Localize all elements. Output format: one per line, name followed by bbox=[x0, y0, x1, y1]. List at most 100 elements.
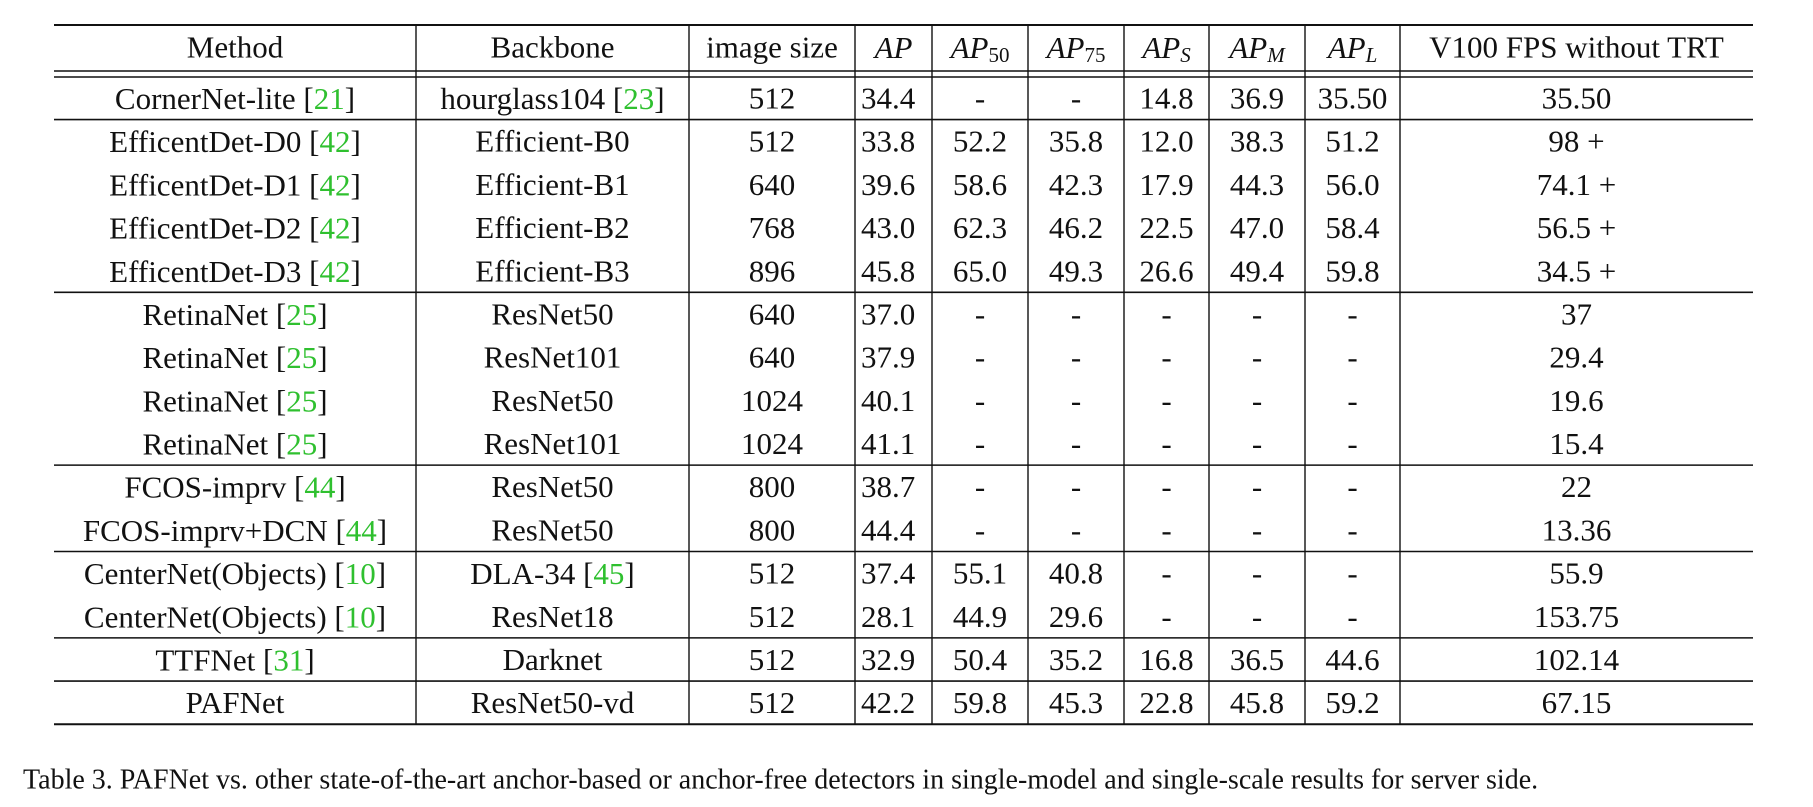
table-cell: - bbox=[1347, 599, 1357, 634]
citation[interactable]: 42 bbox=[319, 210, 350, 245]
table-cell: 512 bbox=[749, 599, 796, 634]
citation[interactable]: 42 bbox=[319, 124, 350, 159]
table-cell: CenterNet(Objects) [10] bbox=[84, 599, 386, 634]
cell-text: ] bbox=[345, 81, 355, 116]
table-cell: 34.5 + bbox=[1537, 253, 1616, 288]
table-cell: 47.0 bbox=[1230, 210, 1284, 245]
table-cell: 37 bbox=[1561, 296, 1592, 331]
table-cell: TTFNet [31] bbox=[155, 642, 314, 677]
column-header: Method bbox=[187, 30, 284, 65]
cell-text: FCOS-imprv [ bbox=[124, 469, 304, 504]
table-cell: 44.4 bbox=[861, 512, 916, 547]
header-symbol: AP bbox=[873, 30, 913, 65]
table-cell: 55.1 bbox=[953, 556, 1007, 591]
table-cell: - bbox=[975, 340, 985, 375]
table-cell: Efficient-B0 bbox=[475, 124, 629, 159]
table-cell: 58.6 bbox=[953, 167, 1007, 202]
table-cell: - bbox=[1347, 296, 1357, 331]
header-symbol: AP bbox=[949, 30, 989, 65]
table-cell: 59.8 bbox=[1325, 253, 1379, 288]
citation[interactable]: 44 bbox=[346, 512, 378, 547]
citation[interactable]: 42 bbox=[319, 253, 350, 288]
table-cell: - bbox=[1161, 556, 1171, 591]
table-cell: 39.6 bbox=[861, 167, 915, 202]
table-cell: 29.6 bbox=[1049, 599, 1103, 634]
cell-text: ] bbox=[624, 556, 634, 591]
table-cell: 44.9 bbox=[953, 599, 1007, 634]
cell-text: CenterNet(Objects) [ bbox=[84, 599, 345, 634]
citation[interactable]: 23 bbox=[623, 81, 654, 116]
table-cell: 800 bbox=[749, 512, 796, 547]
table-cell: - bbox=[1252, 599, 1262, 634]
table-cell: 1024 bbox=[741, 383, 804, 418]
table-cell: - bbox=[1347, 426, 1357, 461]
table-cell: 36.9 bbox=[1230, 81, 1284, 116]
citation[interactable]: 25 bbox=[286, 426, 317, 461]
table-cell: 45.3 bbox=[1049, 685, 1103, 720]
cell-text: EfficentDet-D3 [ bbox=[109, 253, 319, 288]
table-cell: 35.50 bbox=[1542, 81, 1612, 116]
citation[interactable]: 21 bbox=[314, 81, 345, 116]
table-cell: 37.0 bbox=[861, 296, 915, 331]
citation[interactable]: 10 bbox=[345, 556, 376, 591]
table-cell: 768 bbox=[749, 210, 796, 245]
table-cell: 16.8 bbox=[1139, 642, 1193, 677]
table-cell: - bbox=[1161, 296, 1171, 331]
table-cell: 640 bbox=[749, 296, 796, 331]
table-cell: 36.5 bbox=[1230, 642, 1284, 677]
table-cell: 59.8 bbox=[953, 685, 1007, 720]
cell-text: RetinaNet [ bbox=[142, 383, 286, 418]
column-header: V100 FPS without TRT bbox=[1429, 30, 1724, 65]
citation[interactable]: 25 bbox=[286, 340, 317, 375]
table-cell: 42.3 bbox=[1049, 167, 1103, 202]
table-cell: - bbox=[1071, 512, 1081, 547]
citation[interactable]: 45 bbox=[593, 556, 624, 591]
table-cell: RetinaNet [25] bbox=[142, 340, 327, 375]
table-cell: ResNet18 bbox=[491, 599, 613, 634]
table-cell: 42.2 bbox=[861, 685, 915, 720]
table-cell: - bbox=[1071, 383, 1081, 418]
citation[interactable]: 42 bbox=[319, 167, 350, 202]
table-cell: 22.5 bbox=[1139, 210, 1193, 245]
table-cell: 33.8 bbox=[861, 124, 915, 159]
table-cell: EfficentDet-D0 [42] bbox=[109, 124, 361, 159]
cell-text: RetinaNet [ bbox=[142, 340, 286, 375]
column-header: APM bbox=[1227, 30, 1286, 68]
header-symbol: AP bbox=[1045, 30, 1085, 65]
table-cell: - bbox=[975, 296, 985, 331]
table-cell: 512 bbox=[749, 642, 796, 677]
table-cell: 38.7 bbox=[861, 469, 915, 504]
cell-text: ] bbox=[335, 469, 345, 504]
cell-text: EfficentDet-D1 [ bbox=[109, 167, 319, 202]
table-cell: Efficient-B1 bbox=[475, 167, 629, 202]
table-cell: - bbox=[1161, 426, 1171, 461]
table-cell: - bbox=[1161, 340, 1171, 375]
table-cell: 45.8 bbox=[1230, 685, 1284, 720]
table-cell: - bbox=[1071, 81, 1081, 116]
cell-text: ] bbox=[350, 253, 360, 288]
table-cell: 41.1 bbox=[861, 426, 915, 461]
cell-text: RetinaNet [ bbox=[142, 426, 286, 461]
citation[interactable]: 31 bbox=[273, 642, 304, 677]
table-cell: - bbox=[1252, 426, 1262, 461]
table-cell: 19.6 bbox=[1549, 383, 1603, 418]
citation[interactable]: 10 bbox=[345, 599, 376, 634]
citation[interactable]: 25 bbox=[286, 383, 317, 418]
table-cell: 896 bbox=[749, 253, 796, 288]
table-cell: 38.3 bbox=[1230, 124, 1284, 159]
header-subscript: S bbox=[1180, 43, 1191, 67]
caption: Table 3. PAFNet vs. other state-of-the-a… bbox=[23, 765, 1538, 796]
table-cell: 98 + bbox=[1548, 124, 1604, 159]
citation[interactable]: 44 bbox=[304, 469, 336, 504]
table-cell: Efficient-B2 bbox=[475, 210, 629, 245]
table-cell: 29.4 bbox=[1549, 340, 1604, 375]
table-cell: - bbox=[975, 469, 985, 504]
table-cell: 17.9 bbox=[1139, 167, 1193, 202]
table-cell: Efficient-B3 bbox=[475, 253, 629, 288]
citation[interactable]: 25 bbox=[286, 296, 317, 331]
header-subscript: L bbox=[1365, 43, 1378, 67]
table-cell: - bbox=[1252, 340, 1262, 375]
table-cell: ResNet50 bbox=[491, 512, 613, 547]
table-cell: EfficentDet-D3 [42] bbox=[109, 253, 361, 288]
